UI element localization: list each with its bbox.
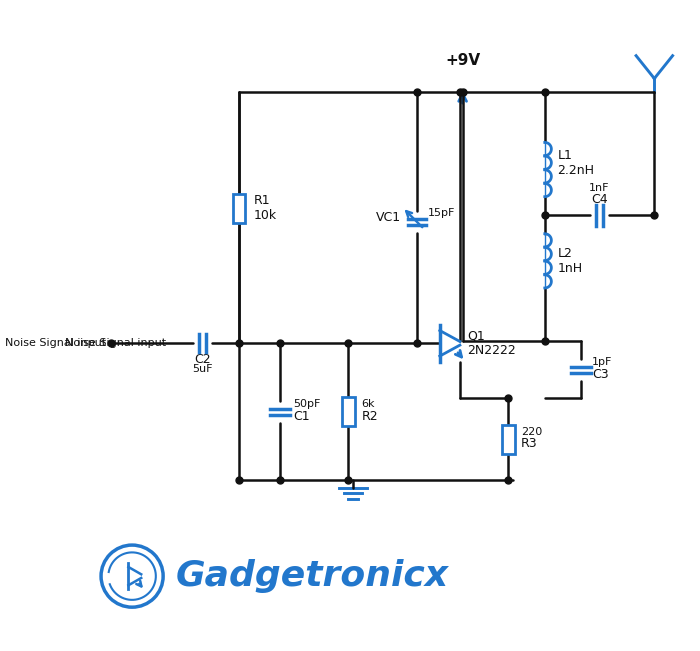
Text: 15pF: 15pF: [428, 208, 455, 217]
Bar: [232, 193, 245, 223]
Text: 1nF: 1nF: [589, 183, 610, 193]
Text: Q1: Q1: [467, 329, 485, 342]
Bar: [502, 424, 514, 454]
Text: C2: C2: [194, 353, 211, 367]
Text: C4: C4: [592, 193, 608, 206]
Text: 2N2222: 2N2222: [467, 344, 516, 357]
Text: L1
2.2nH: L1 2.2nH: [558, 148, 594, 176]
Text: C1: C1: [293, 410, 309, 423]
Text: R2: R2: [361, 410, 378, 423]
Text: 50pF: 50pF: [293, 400, 320, 409]
Text: L2
1nH: L2 1nH: [558, 247, 582, 275]
Text: R1
10k: R1 10k: [253, 194, 276, 222]
Text: 6k: 6k: [361, 400, 374, 409]
Text: +9V: +9V: [445, 53, 480, 68]
Text: Noise Signal input: Noise Signal input: [6, 339, 106, 348]
Text: Noise Signal input: Noise Signal input: [65, 339, 167, 348]
Text: 1pF: 1pF: [592, 357, 612, 367]
Text: 220: 220: [521, 427, 542, 437]
Text: 5uF: 5uF: [192, 364, 213, 374]
Text: R3: R3: [521, 437, 538, 450]
Text: VC1: VC1: [376, 211, 401, 224]
Bar: [342, 397, 355, 426]
Text: C3: C3: [592, 368, 609, 381]
Text: Gadgetronicx: Gadgetronicx: [176, 559, 449, 593]
